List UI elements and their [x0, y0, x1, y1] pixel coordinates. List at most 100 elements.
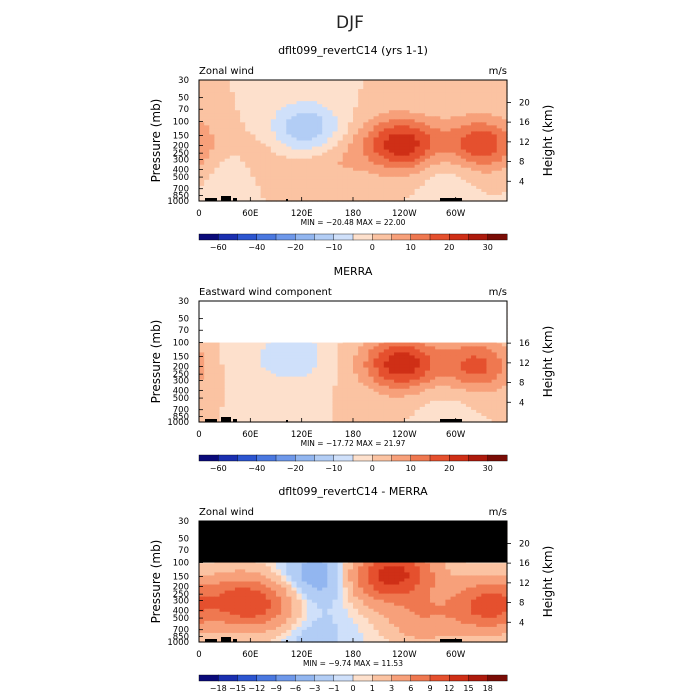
contour-cell	[424, 161, 431, 166]
contour-cell	[281, 349, 287, 354]
contour-cell	[281, 185, 287, 190]
contour-cell	[311, 128, 318, 133]
contour-cell	[245, 155, 251, 160]
contour-cell	[368, 412, 375, 417]
contour-cell	[234, 89, 241, 93]
contour-cell	[481, 116, 488, 120]
contour-cell	[399, 406, 405, 411]
contour-cell	[311, 164, 318, 169]
contour-cell	[291, 367, 298, 372]
contour-cell	[471, 137, 477, 142]
contour-cell	[311, 343, 318, 347]
contour-cell	[501, 98, 508, 102]
contour-cell	[476, 125, 482, 130]
contour-cell	[240, 83, 246, 87]
contour-cell	[327, 364, 334, 369]
contour-cell	[378, 164, 385, 169]
contour-cell	[347, 194, 354, 199]
contour-cell	[424, 349, 431, 354]
contour-cell	[224, 343, 231, 347]
contour-cell	[265, 80, 272, 84]
contour-cell	[440, 137, 446, 142]
contour-cell	[491, 80, 498, 84]
contour-cell	[234, 137, 241, 142]
contour-cell	[342, 346, 349, 351]
contour-cell	[465, 95, 472, 99]
contour-cell	[414, 364, 421, 369]
contour-cell	[306, 164, 313, 169]
contour-cell	[306, 194, 313, 199]
contour-cell	[311, 412, 318, 417]
contour-cell	[260, 104, 267, 108]
colorbar-label: −20	[287, 464, 304, 473]
contour-cell	[332, 382, 339, 387]
contour-cell	[332, 370, 339, 375]
contour-cell	[219, 373, 226, 378]
contour-cell	[291, 152, 298, 157]
contour-cell	[501, 173, 508, 178]
contour-cell	[496, 194, 503, 199]
contour-cell	[465, 194, 472, 199]
contour-cell	[234, 182, 241, 187]
contour-cell	[414, 367, 421, 372]
contour-cell	[363, 349, 369, 354]
contour-cell	[281, 391, 287, 396]
contour-cell	[245, 188, 251, 193]
contour-cell	[368, 98, 375, 102]
contour-cell	[291, 113, 298, 117]
contour-cell	[306, 188, 313, 193]
contour-cell	[311, 113, 318, 117]
contour-cell	[430, 107, 436, 111]
contour-cell	[311, 116, 318, 120]
contour-cell	[414, 116, 421, 120]
contour-cell	[353, 352, 359, 357]
contour-cell	[229, 92, 236, 96]
contour-cell	[250, 197, 257, 202]
contour-cell	[465, 155, 472, 160]
contour-cell	[481, 143, 488, 148]
contour-cell	[342, 418, 349, 423]
contour-cell	[399, 415, 405, 420]
contour-cell	[281, 364, 287, 369]
contour-cell	[291, 158, 298, 163]
contour-cell	[465, 86, 472, 90]
contour-cell	[435, 146, 441, 151]
contour-cell	[224, 373, 231, 378]
panel-1: dflt099_revertC14 (yrs 1-1)Zonal wind m/s…	[149, 44, 555, 252]
contour-cell	[199, 361, 205, 366]
contour-cell	[383, 358, 390, 363]
contour-cell	[424, 418, 431, 423]
contour-cell	[317, 349, 323, 354]
contour-cell	[209, 361, 215, 366]
contour-cell	[260, 164, 267, 169]
contour-cell	[281, 379, 287, 384]
contour-cell	[455, 343, 462, 347]
contour-cell	[347, 122, 354, 126]
contour-cell	[347, 131, 354, 136]
contour-cell	[296, 403, 303, 408]
contour-cell	[229, 89, 236, 93]
contour-cell	[460, 149, 467, 154]
contour-cell	[224, 412, 231, 417]
contour-cell	[445, 412, 452, 417]
contour-cell	[368, 367, 375, 372]
contour-cell	[368, 394, 375, 399]
contour-cell	[347, 140, 354, 145]
contour-cell	[363, 188, 369, 193]
contour-cell	[394, 355, 400, 360]
contour-cell	[240, 95, 246, 99]
contour-cell	[404, 400, 411, 405]
contour-cell	[363, 113, 369, 117]
contour-cell	[378, 137, 385, 142]
contour-cell	[465, 415, 472, 420]
contour-cell	[419, 83, 426, 87]
contour-cell	[491, 161, 498, 166]
contour-cell	[234, 412, 241, 417]
contour-cell	[419, 388, 426, 393]
contour-cell	[347, 80, 354, 84]
contour-cell	[414, 382, 421, 387]
contour-cell	[291, 400, 298, 405]
contour-cell	[322, 194, 328, 199]
contour-cell	[435, 125, 441, 130]
contour-cell	[342, 397, 349, 402]
